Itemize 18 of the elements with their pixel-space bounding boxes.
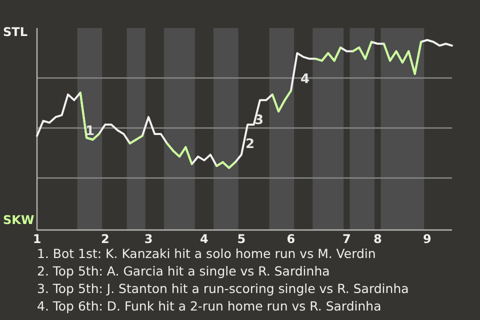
text: STL	[3, 25, 28, 39]
x-tick-label: 8	[373, 232, 382, 246]
x-tick-label: 7	[342, 232, 351, 246]
annotation: 2	[245, 137, 255, 152]
text: SKW	[3, 213, 34, 227]
annotation: 3	[254, 113, 264, 128]
x-tick-label: 6	[286, 232, 296, 246]
x-tick-label: 5	[237, 232, 246, 246]
x-tick-label: 1	[32, 232, 42, 246]
text: 2. Top 5th: A. Garcia hit a single vs R. Sardinha	[37, 264, 330, 278]
x-tick-label: 3	[144, 232, 153, 246]
x-tick-label: 2	[100, 232, 110, 246]
annotation: 4	[300, 72, 310, 87]
x-tick-label: 4	[200, 232, 208, 246]
x-tick-label: 9	[423, 232, 432, 246]
text: 3. Top 5th: J. Stanton hit a run-scoring single vs R. Sardinha	[37, 281, 409, 296]
text: 1. Bot 1st: K. Kanzaki hit a solo home run vs M. Verdin	[37, 246, 376, 261]
text: 4. Top 6th: D. Funk hit a 2-run home run vs R. Sardinha	[37, 298, 382, 314]
